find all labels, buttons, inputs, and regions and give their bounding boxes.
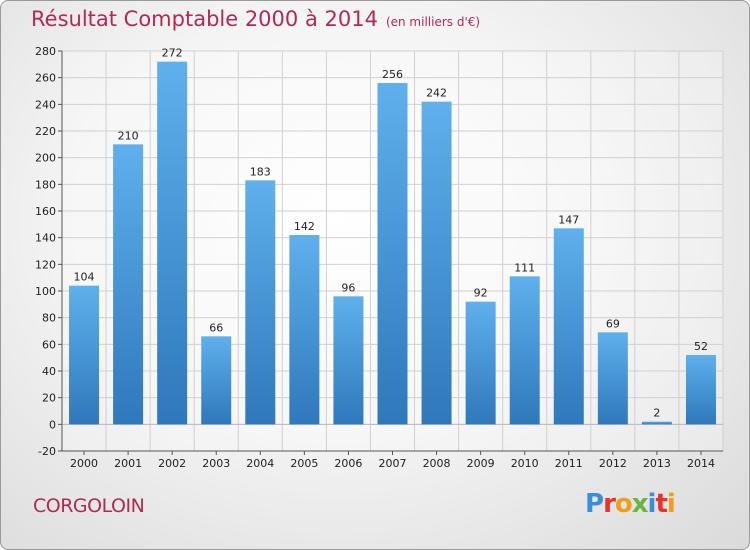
y-tick-label: 0 [49,418,56,431]
bar-2012 [597,332,628,425]
bar-2006 [333,296,364,425]
y-tick-label: 180 [35,178,56,191]
y-tick-label: 240 [35,98,56,111]
x-tick-label-2012: 2012 [599,457,627,470]
data-label-2009: 92 [474,287,488,300]
y-tick-label: 140 [35,232,56,245]
data-label-2014: 52 [694,340,708,353]
bar-2008 [421,101,452,425]
x-tick-label-2007: 2007 [379,457,407,470]
x-tick-label-2009: 2009 [467,457,495,470]
proxiti-logo: Proxiti [585,489,676,519]
bar-2002 [157,61,188,425]
x-tick-label-2013: 2013 [643,457,671,470]
data-label-2001: 210 [118,129,139,142]
data-label-2004: 183 [250,165,271,178]
logo-letter: o [614,489,633,519]
bar-2000 [69,285,100,425]
bar-2010 [509,276,540,425]
y-tick-label: 60 [42,338,56,351]
logo-letter: x [631,489,649,519]
x-tick-label-2010: 2010 [511,457,539,470]
y-tick-label: 160 [35,205,56,218]
y-tick-label: 260 [35,72,56,85]
data-label-2010: 111 [514,261,535,274]
y-tick-label: 20 [42,392,56,405]
data-label-2012: 69 [606,317,620,330]
logo-letter: t [655,489,667,519]
data-label-2007: 256 [382,68,403,81]
y-tick-label: 40 [42,365,56,378]
data-label-2013: 2 [653,407,660,420]
chart-title: Résultat Comptable 2000 à 2014 (en millie… [31,7,480,31]
x-tick-label-2001: 2001 [114,457,142,470]
bar-2007 [377,83,408,425]
bar-2001 [113,144,144,425]
y-tick-label: 280 [35,45,56,58]
y-tick-label: 220 [35,125,56,138]
x-tick-label-2003: 2003 [202,457,230,470]
x-tick-label-2011: 2011 [555,457,583,470]
axes: -20 0 20 40 60 80 100 120 140 160 180 200 220 240 260 2… [35,45,723,470]
data-label-2006: 96 [341,281,355,294]
logo-letter: P [585,489,604,519]
bars [69,61,716,425]
x-tick-label-2000: 2000 [70,457,98,470]
x-tick-label-2008: 2008 [423,457,451,470]
data-label-2005: 142 [294,220,315,233]
logo-letter: r [603,489,616,519]
y-tick-label: 80 [42,312,56,325]
y-tick-label: 120 [35,258,56,271]
x-tick-label-2005: 2005 [290,457,318,470]
bar-2009 [465,301,496,425]
logo-letter: i [647,489,657,519]
bar-2013 [641,421,672,425]
y-tick-label: 200 [35,152,56,165]
bar-2014 [685,355,716,425]
bar-2011 [553,228,584,425]
commune-name: CORGOLOIN [33,495,145,517]
x-tick-label-2004: 2004 [246,457,274,470]
data-label-2000: 104 [74,271,95,284]
y-tick-label: 100 [35,285,56,298]
bar-2004 [245,180,276,425]
x-tick-label-2006: 2006 [334,457,362,470]
data-label-2011: 147 [558,213,579,226]
chart-subtitle: (en milliers d'€) [385,15,481,29]
x-tick-label-2014: 2014 [687,457,715,470]
data-label-2002: 272 [162,47,183,60]
data-label-2003: 66 [209,321,223,334]
bar-2003 [201,336,232,425]
logo-letter: i [666,489,676,519]
data-label-2008: 242 [426,87,447,100]
bar-2005 [289,235,320,425]
x-tick-label-2002: 2002 [158,457,186,470]
chart-title-main: Résultat Comptable 2000 à 2014 [31,7,378,31]
data-labels: 104 210 272 66 183 142 96 256 242 92 111 147 69 2 52 [74,47,708,420]
y-tick-label: -20 [38,445,56,458]
